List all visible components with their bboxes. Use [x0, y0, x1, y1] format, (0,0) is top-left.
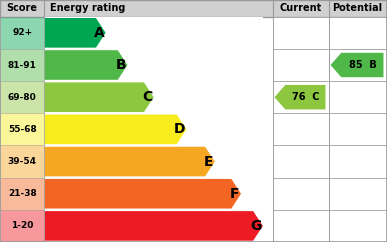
Bar — [273, 81, 329, 113]
Text: 1-20: 1-20 — [11, 221, 33, 230]
Text: D: D — [174, 122, 186, 136]
Text: Energy rating: Energy rating — [50, 3, 126, 13]
Polygon shape — [44, 18, 105, 48]
Bar — [44, 113, 263, 145]
Bar — [44, 210, 263, 242]
Bar — [273, 178, 329, 210]
Bar — [0, 81, 44, 113]
Text: 81-91: 81-91 — [8, 60, 37, 69]
Text: Score: Score — [7, 3, 38, 13]
Bar — [0, 210, 44, 242]
Text: B: B — [116, 58, 126, 72]
Text: 55-68: 55-68 — [8, 125, 37, 134]
Bar — [329, 81, 387, 113]
Polygon shape — [275, 85, 326, 109]
Text: 21-38: 21-38 — [8, 189, 37, 198]
Polygon shape — [44, 50, 128, 80]
Bar — [273, 17, 329, 49]
Text: G: G — [251, 219, 262, 233]
Text: 85  B: 85 B — [349, 60, 376, 70]
Bar — [329, 145, 387, 178]
Text: A: A — [93, 26, 104, 40]
Bar — [44, 17, 263, 49]
Bar — [0, 49, 44, 81]
Bar — [329, 210, 387, 242]
Polygon shape — [331, 53, 384, 77]
Bar — [273, 145, 329, 178]
Text: Current: Current — [279, 3, 322, 13]
Text: 76  C: 76 C — [292, 92, 319, 102]
Polygon shape — [44, 82, 154, 112]
Bar — [329, 49, 387, 81]
Polygon shape — [44, 147, 215, 176]
Bar — [273, 210, 329, 242]
Text: 69-80: 69-80 — [8, 93, 37, 102]
Bar — [0, 113, 44, 145]
Bar — [329, 178, 387, 210]
Bar — [44, 178, 263, 210]
Bar — [273, 113, 329, 145]
Polygon shape — [44, 179, 241, 209]
Bar — [44, 145, 263, 178]
Text: E: E — [203, 155, 213, 168]
Text: C: C — [142, 90, 152, 104]
Text: Potential: Potential — [333, 3, 383, 13]
Bar — [44, 49, 263, 81]
Bar — [273, 49, 329, 81]
Bar — [329, 17, 387, 49]
Bar — [44, 81, 263, 113]
Text: 92+: 92+ — [12, 28, 32, 37]
Polygon shape — [44, 211, 263, 241]
Bar — [329, 113, 387, 145]
Bar — [0, 178, 44, 210]
Bar — [0, 0, 387, 17]
Bar — [0, 17, 44, 49]
Text: 39-54: 39-54 — [8, 157, 37, 166]
Text: F: F — [230, 187, 239, 201]
Polygon shape — [44, 114, 186, 144]
Bar — [0, 145, 44, 178]
